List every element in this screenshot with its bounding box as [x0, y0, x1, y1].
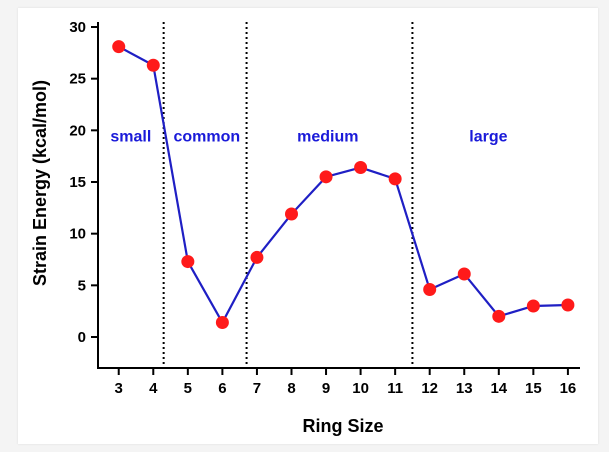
region-label-common: common [174, 129, 241, 146]
x-tick-label: 13 [456, 380, 473, 397]
x-tick-label: 9 [322, 380, 330, 397]
data-point [284, 207, 298, 221]
region-label-small: small [110, 129, 151, 146]
x-tick-label: 14 [490, 380, 507, 397]
data-point [492, 309, 506, 323]
y-tick-label: 30 [69, 19, 86, 36]
y-axis-label: Strain Energy (kcal/mol) [30, 80, 50, 286]
x-tick-label: 16 [560, 380, 577, 397]
chart-panel [18, 8, 598, 444]
x-tick-label: 7 [253, 380, 261, 397]
x-tick-label: 11 [387, 380, 403, 397]
y-tick-label: 15 [69, 174, 86, 191]
data-point [319, 170, 333, 184]
data-point [561, 298, 575, 312]
x-tick-label: 6 [218, 380, 226, 397]
x-tick-label: 15 [525, 380, 542, 397]
data-point [423, 282, 437, 296]
data-point [457, 267, 471, 281]
y-tick-label: 25 [69, 71, 86, 88]
x-tick-label: 10 [352, 380, 369, 397]
x-tick-label: 4 [149, 380, 158, 397]
y-tick-label: 20 [69, 122, 86, 139]
x-tick-label: 3 [115, 380, 123, 397]
data-point [112, 40, 126, 54]
data-point [146, 58, 160, 72]
series-line [118, 45, 568, 325]
y-tick-label: 5 [78, 277, 86, 294]
x-axis-label: Ring Size [302, 416, 383, 436]
x-tick-label: 5 [184, 380, 192, 397]
x-tick-label: 8 [287, 380, 295, 397]
data-point [526, 299, 540, 313]
region-label-medium: medium [297, 129, 358, 146]
data-point [250, 250, 264, 264]
x-tick-label: 12 [421, 380, 438, 397]
data-point [215, 316, 229, 330]
data-point [354, 161, 368, 175]
data-point [388, 172, 402, 186]
data-point [181, 255, 195, 269]
y-tick-label: 10 [69, 226, 86, 243]
region-label-large: large [469, 129, 507, 146]
y-tick-label: 0 [78, 329, 86, 346]
